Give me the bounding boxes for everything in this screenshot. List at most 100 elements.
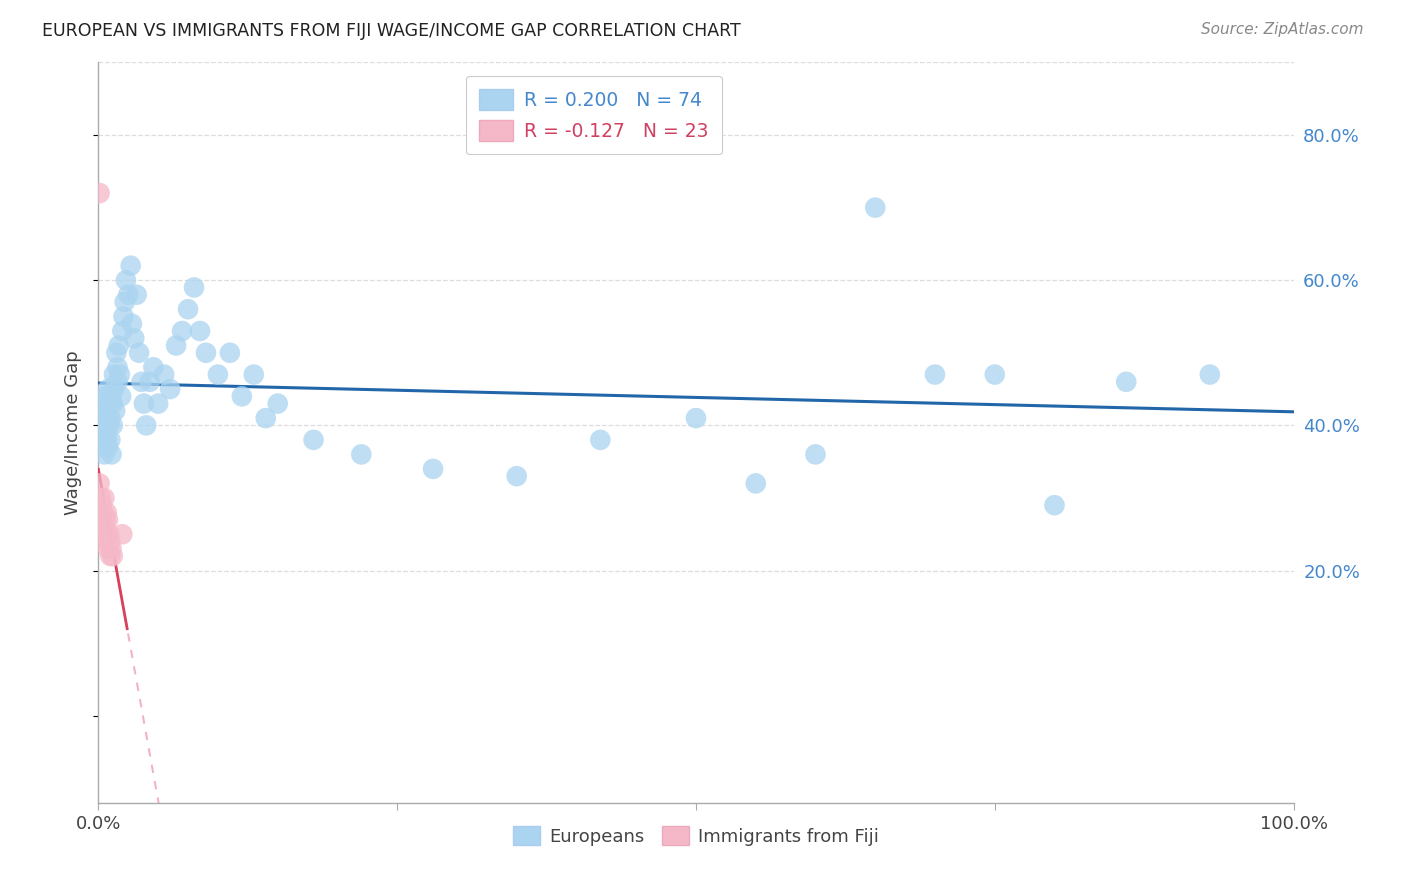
Point [93, 447, 115, 461]
Point [120, 259, 142, 273]
Point [267, 396, 290, 410]
Point [91, 404, 114, 418]
Point [98, 534, 122, 549]
Point [89, 186, 111, 200]
Point [115, 273, 138, 287]
Point [93, 520, 115, 534]
Point [165, 338, 187, 352]
Point [97, 382, 120, 396]
Point [96, 404, 118, 418]
Point [117, 287, 139, 301]
Point [112, 310, 135, 324]
Point [172, 324, 194, 338]
Point [114, 295, 136, 310]
Point [93, 411, 115, 425]
Point [422, 462, 444, 476]
Point [100, 541, 122, 556]
Point [101, 549, 124, 563]
Point [924, 368, 946, 382]
Point [1199, 368, 1222, 382]
Point [132, 396, 155, 410]
Point [101, 418, 124, 433]
Point [183, 280, 205, 294]
Point [231, 389, 253, 403]
Point [177, 302, 200, 317]
Point [98, 418, 121, 433]
Point [159, 382, 181, 396]
Point [243, 368, 266, 382]
Point [103, 368, 125, 382]
Point [97, 513, 120, 527]
Point [804, 447, 827, 461]
Point [91, 396, 114, 410]
Point [125, 287, 148, 301]
Point [195, 345, 218, 359]
Point [100, 389, 122, 403]
Point [124, 331, 146, 345]
Point [98, 433, 122, 447]
Point [685, 411, 707, 425]
Point [91, 440, 114, 454]
Point [98, 527, 121, 541]
Legend: Europeans, Immigrants from Fiji: Europeans, Immigrants from Fiji [506, 819, 886, 853]
Point [100, 447, 122, 461]
Point [188, 324, 211, 338]
Point [91, 498, 114, 512]
Point [103, 382, 125, 396]
Point [121, 317, 143, 331]
Point [98, 396, 121, 410]
Point [104, 404, 127, 418]
Point [89, 506, 111, 520]
Point [90, 418, 112, 433]
Point [107, 338, 129, 352]
Point [865, 201, 887, 215]
Point [107, 360, 129, 375]
Point [139, 375, 162, 389]
Point [94, 389, 117, 403]
Point [219, 345, 242, 359]
Point [131, 375, 153, 389]
Point [94, 534, 117, 549]
Point [350, 447, 373, 461]
Point [91, 527, 114, 541]
Point [105, 345, 128, 359]
Point [153, 368, 176, 382]
Point [107, 375, 129, 389]
Point [94, 513, 117, 527]
Point [302, 433, 325, 447]
Point [128, 345, 150, 359]
Point [1115, 375, 1137, 389]
Point [108, 368, 131, 382]
Point [135, 418, 157, 433]
Point [110, 389, 132, 403]
Point [745, 476, 768, 491]
Point [96, 527, 118, 541]
Point [91, 433, 114, 447]
Point [97, 440, 120, 454]
Point [90, 520, 112, 534]
Point [1043, 498, 1066, 512]
Point [111, 324, 134, 338]
Point [142, 360, 165, 375]
Y-axis label: Wage/Income Gap: Wage/Income Gap [65, 351, 83, 515]
Point [94, 425, 117, 440]
Point [506, 469, 529, 483]
Point [254, 411, 277, 425]
Point [984, 368, 1007, 382]
Point [101, 396, 124, 410]
Point [98, 549, 122, 563]
Point [91, 513, 114, 527]
Point [96, 506, 118, 520]
Point [89, 476, 111, 491]
Point [111, 527, 134, 541]
Point [98, 411, 122, 425]
Point [97, 541, 120, 556]
Point [96, 433, 118, 447]
Point [207, 368, 229, 382]
Point [90, 491, 112, 505]
Point [148, 396, 170, 410]
Text: Source: ZipAtlas.com: Source: ZipAtlas.com [1201, 22, 1364, 37]
Point [91, 506, 114, 520]
Point [589, 433, 612, 447]
Point [93, 491, 115, 505]
